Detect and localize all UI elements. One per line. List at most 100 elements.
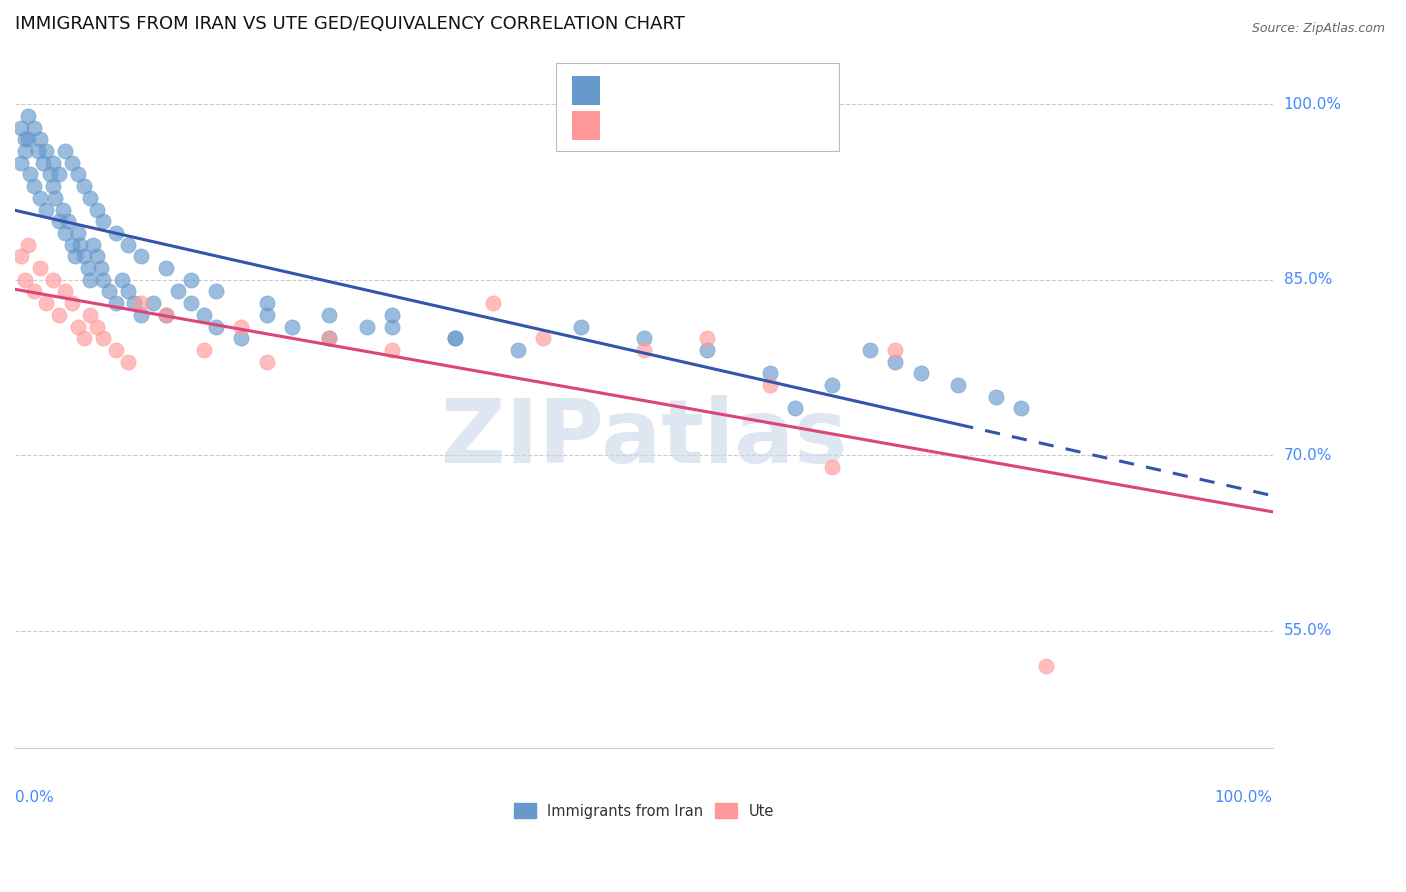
Point — [155, 308, 177, 322]
Point — [44, 191, 66, 205]
Point — [14, 144, 37, 158]
Point — [256, 308, 278, 322]
Legend: Immigrants from Iran, Ute: Immigrants from Iran, Ute — [508, 797, 780, 824]
Point — [27, 144, 49, 158]
Point — [48, 214, 70, 228]
Point — [129, 249, 152, 263]
Point — [56, 214, 79, 228]
Point — [859, 343, 882, 357]
Text: 70.0%: 70.0% — [1284, 448, 1331, 463]
Point — [506, 343, 529, 357]
Point — [129, 308, 152, 322]
Point — [758, 378, 780, 392]
FancyBboxPatch shape — [572, 76, 600, 105]
Point — [167, 285, 190, 299]
Point — [129, 296, 152, 310]
Point — [821, 460, 844, 475]
Point — [318, 308, 340, 322]
Point — [39, 168, 62, 182]
Point — [98, 285, 121, 299]
Point — [14, 273, 37, 287]
Point — [66, 168, 89, 182]
Point — [193, 343, 215, 357]
Text: 0.0%: 0.0% — [15, 790, 53, 805]
Point — [984, 390, 1007, 404]
Text: N = 86: N = 86 — [733, 79, 785, 95]
Point — [444, 331, 467, 345]
FancyBboxPatch shape — [555, 63, 839, 151]
Text: 100.0%: 100.0% — [1215, 790, 1272, 805]
Point — [53, 226, 76, 240]
Point — [73, 249, 96, 263]
Point — [91, 214, 114, 228]
Point — [22, 120, 45, 135]
Point — [256, 296, 278, 310]
Point — [65, 249, 87, 263]
Point — [948, 378, 970, 392]
Point — [73, 331, 96, 345]
Point — [155, 308, 177, 322]
Point — [60, 237, 83, 252]
Text: 85.0%: 85.0% — [1284, 272, 1331, 287]
Point — [22, 285, 45, 299]
Point — [1010, 401, 1032, 416]
Point — [104, 226, 127, 240]
Point — [48, 168, 70, 182]
Point — [17, 237, 39, 252]
Point — [633, 331, 655, 345]
Point — [356, 319, 378, 334]
Point — [910, 367, 932, 381]
Text: Source: ZipAtlas.com: Source: ZipAtlas.com — [1251, 22, 1385, 36]
Point — [381, 308, 404, 322]
Point — [42, 155, 65, 169]
Point — [821, 378, 844, 392]
Point — [35, 202, 58, 217]
Point — [444, 331, 467, 345]
Point — [14, 132, 37, 146]
Point — [10, 249, 32, 263]
Text: 100.0%: 100.0% — [1284, 96, 1341, 112]
Text: R = -0.367: R = -0.367 — [607, 79, 689, 95]
Point — [52, 202, 75, 217]
Point — [17, 132, 39, 146]
Text: IMMIGRANTS FROM IRAN VS UTE GED/EQUIVALENCY CORRELATION CHART: IMMIGRANTS FROM IRAN VS UTE GED/EQUIVALE… — [15, 15, 685, 33]
Point — [482, 296, 505, 310]
Text: ZIPatlas: ZIPatlas — [440, 395, 846, 483]
Point — [783, 401, 806, 416]
Point — [30, 132, 52, 146]
Point — [124, 296, 146, 310]
Point — [91, 273, 114, 287]
Point — [79, 273, 101, 287]
Point — [205, 319, 228, 334]
Point — [31, 155, 53, 169]
Point — [10, 120, 32, 135]
Point — [79, 308, 101, 322]
Point — [53, 144, 76, 158]
Point — [256, 354, 278, 368]
Point — [531, 331, 554, 345]
Point — [633, 343, 655, 357]
Point — [231, 331, 253, 345]
Point — [280, 319, 302, 334]
FancyBboxPatch shape — [572, 111, 600, 140]
Point — [30, 260, 52, 275]
Point — [104, 296, 127, 310]
Point — [89, 260, 111, 275]
Point — [569, 319, 592, 334]
Point — [66, 319, 89, 334]
Point — [42, 273, 65, 287]
Point — [696, 331, 718, 345]
Point — [10, 155, 32, 169]
Point — [35, 296, 58, 310]
Point — [69, 237, 91, 252]
Point — [82, 237, 104, 252]
Point — [42, 179, 65, 194]
Point — [142, 296, 165, 310]
Point — [86, 319, 108, 334]
Point — [318, 331, 340, 345]
Text: N = 32: N = 32 — [733, 114, 785, 129]
Point — [381, 343, 404, 357]
Point — [318, 331, 340, 345]
Point — [111, 273, 134, 287]
Point — [231, 319, 253, 334]
